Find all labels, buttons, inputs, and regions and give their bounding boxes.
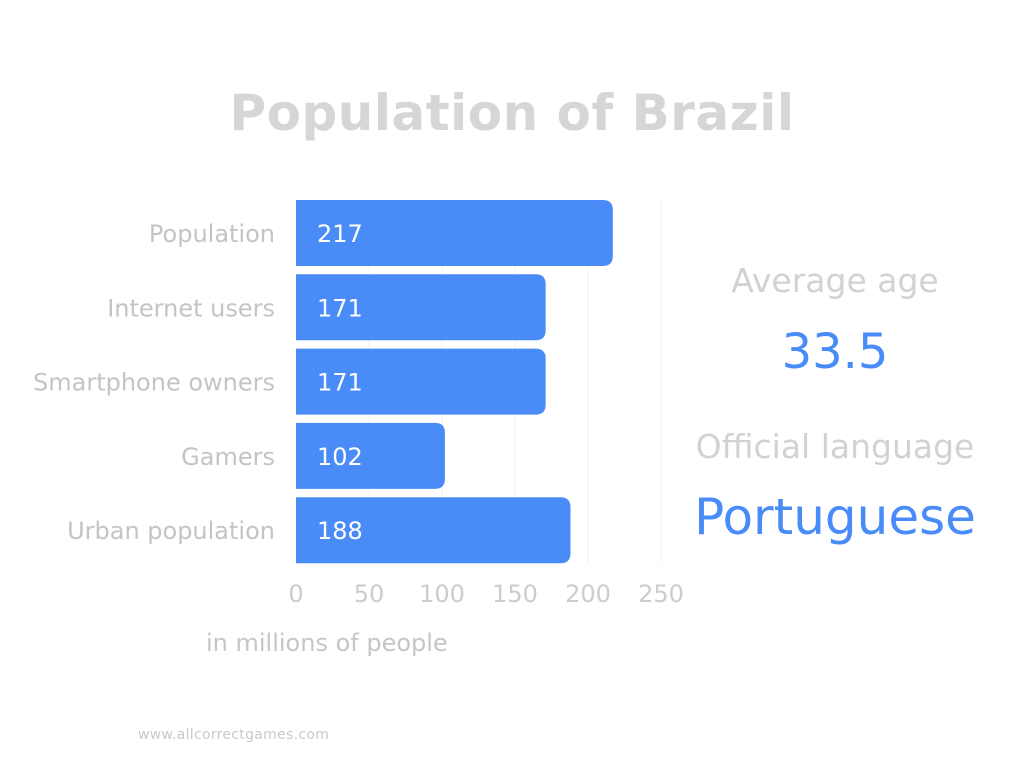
x-tick-label: 0 xyxy=(288,580,303,608)
x-axis-label: in millions of people xyxy=(206,629,448,657)
bar-value-label: 188 xyxy=(317,517,363,545)
x-tick-label: 50 xyxy=(354,580,385,608)
category-label: Gamers xyxy=(181,443,275,471)
bar-value-label: 171 xyxy=(317,294,363,322)
bar xyxy=(296,274,546,341)
bar-value-label: 102 xyxy=(317,443,363,471)
category-label: Population xyxy=(149,220,275,248)
official-language-value: Portuguese xyxy=(694,488,976,546)
average-age-value: 33.5 xyxy=(781,324,889,380)
bar xyxy=(296,422,445,489)
bar-value-label: 171 xyxy=(317,369,363,397)
chart-title: Population of Brazil xyxy=(229,84,795,142)
bar xyxy=(296,200,613,266)
category-label: Smartphone owners xyxy=(33,369,275,397)
bar-value-label: 217 xyxy=(317,220,363,248)
bar xyxy=(296,348,546,415)
average-age-label: Average age xyxy=(731,261,939,300)
x-tick-label: 200 xyxy=(565,580,611,608)
bar xyxy=(296,497,571,564)
x-tick-label: 100 xyxy=(419,580,465,608)
category-label: Internet users xyxy=(107,294,275,322)
category-label: Urban population xyxy=(67,517,275,545)
x-tick-label: 150 xyxy=(492,580,538,608)
footer-url: www.allcorrectgames.com xyxy=(138,727,330,743)
x-tick-label: 250 xyxy=(638,580,684,608)
official-language-label: Official language xyxy=(695,427,975,466)
